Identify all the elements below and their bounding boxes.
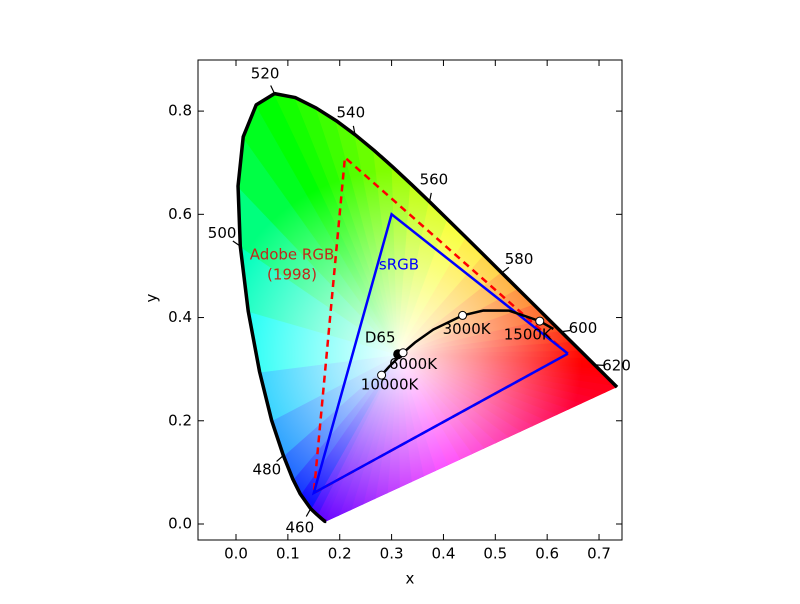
white-point-label: D65 — [365, 329, 396, 347]
x-tick-label: 0.4 — [432, 545, 456, 563]
temperature-point — [536, 317, 544, 325]
y-tick-label: 0.6 — [168, 205, 192, 223]
x-tick-label: 0.1 — [276, 545, 300, 563]
wavelength-label: 460 — [286, 518, 315, 536]
x-tick-label: 0.3 — [380, 545, 404, 563]
temperature-point — [459, 311, 467, 319]
y-tick-label: 0.2 — [168, 411, 192, 429]
temperature-label: 1500K — [504, 326, 553, 344]
wavelength-label: 480 — [253, 461, 282, 479]
x-axis-label: x — [406, 570, 415, 588]
wavelength-label: 540 — [337, 104, 366, 122]
temperature-label: 3000K — [443, 320, 492, 338]
gamut-label: Adobe RGB — [250, 246, 335, 264]
x-tick-label: 0.5 — [483, 545, 507, 563]
gamut-label: sRGB — [379, 256, 419, 274]
x-tick-label: 0.7 — [587, 545, 611, 563]
wavelength-tick — [306, 509, 310, 517]
y-tick-label: 0.8 — [168, 102, 192, 120]
temperature-label: 10000K — [361, 376, 420, 394]
x-tick-label: 0.2 — [328, 545, 352, 563]
wavelength-label: 580 — [505, 250, 534, 268]
x-tick-label: 0.0 — [224, 545, 248, 563]
x-tick-label: 0.6 — [535, 545, 559, 563]
gamut-label: (1998) — [267, 266, 317, 284]
wavelength-label: 500 — [208, 224, 237, 242]
y-tick-label: 0.0 — [168, 515, 192, 533]
y-tick-label: 0.4 — [168, 308, 192, 326]
wavelength-label: 600 — [569, 319, 598, 337]
y-axis-label: y — [143, 293, 161, 302]
temperature-label: 6000K — [389, 355, 438, 373]
wavelength-label: 560 — [420, 171, 449, 189]
wavelength-tick — [502, 267, 509, 273]
wavelength-label: 520 — [251, 64, 280, 82]
wavelength-tick — [271, 86, 275, 94]
wavelength-label: 620 — [602, 357, 631, 375]
